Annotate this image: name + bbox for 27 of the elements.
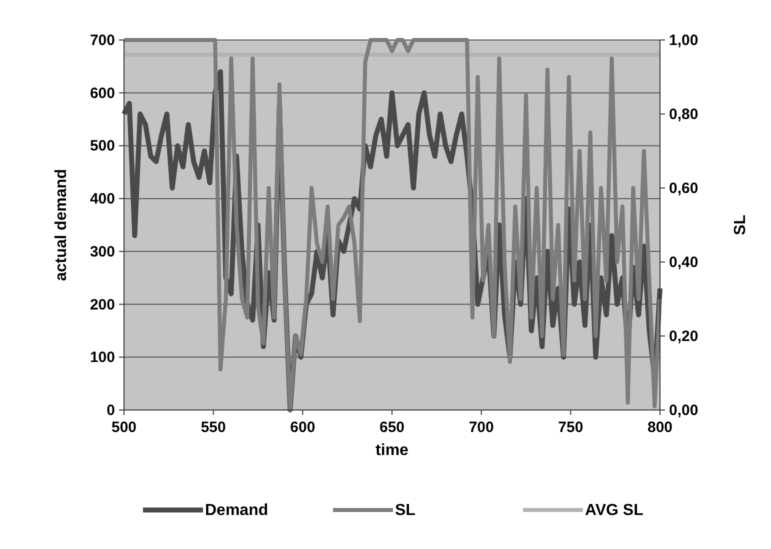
x-tick-label: 750 xyxy=(558,419,584,436)
x-tick-label: 700 xyxy=(468,419,494,436)
x-axis-title: time xyxy=(376,442,409,459)
y-tick-label: 600 xyxy=(90,84,115,102)
y2-axis-title: SL xyxy=(732,214,749,236)
y2-tick-label: 1,00 xyxy=(669,32,698,49)
legend-label: SL xyxy=(395,502,416,519)
y2-tick-label: 0,00 xyxy=(669,402,698,419)
legend-label: Demand xyxy=(205,502,268,519)
y-tick-label: 200 xyxy=(90,296,115,314)
y-tick-label: 700 xyxy=(90,32,115,49)
y-tick-label: 400 xyxy=(90,190,115,208)
y2-tick-label: 0,60 xyxy=(669,180,698,197)
x-tick-label: 600 xyxy=(290,419,316,436)
legend-label: AVG SL xyxy=(585,502,644,519)
y2-tick-label: 0,20 xyxy=(669,328,698,345)
y-tick-label: 0 xyxy=(106,402,115,419)
x-tick-label: 650 xyxy=(379,419,405,436)
y-axis-title: actual demand xyxy=(53,168,70,282)
x-tick-label: 550 xyxy=(200,419,226,436)
y2-tick-label: 0,80 xyxy=(669,106,698,123)
x-tick-label: 500 xyxy=(111,419,137,436)
y-tick-label: 300 xyxy=(90,243,115,260)
y2-tick-label: 0,40 xyxy=(669,254,698,271)
x-tick-label: 800 xyxy=(647,419,673,436)
y-tick-label: 500 xyxy=(90,138,115,155)
y-tick-label: 100 xyxy=(90,349,115,366)
